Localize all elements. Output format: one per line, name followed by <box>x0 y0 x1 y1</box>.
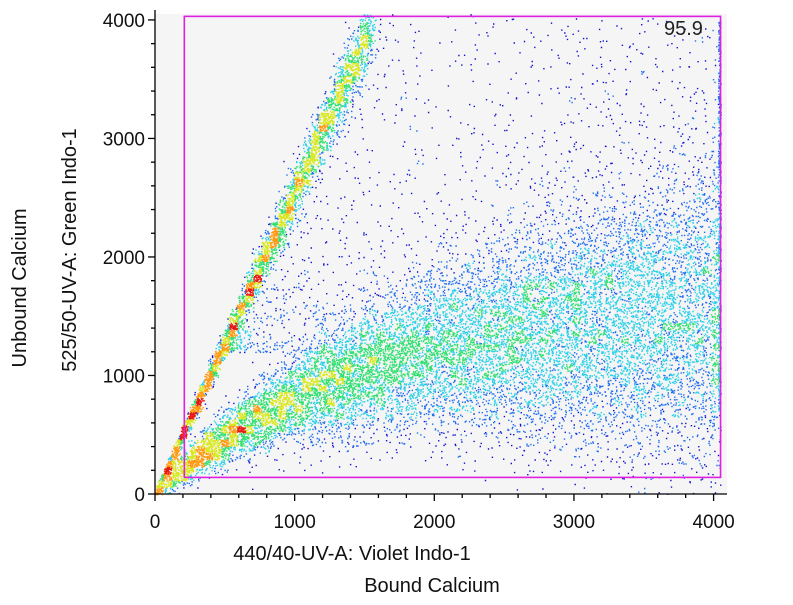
y-tick-label: 4000 <box>103 11 145 32</box>
x-axis-sublabel: Bound Calcium <box>364 575 500 597</box>
density-level-0 <box>183 14 722 495</box>
x-tick-label: 4000 <box>692 512 734 533</box>
y-tick-label: 0 <box>134 485 145 506</box>
y-tick-label: 1000 <box>103 366 145 387</box>
gate-percentage-label: 95.9 <box>664 18 703 40</box>
y-tick-label: 3000 <box>103 129 145 150</box>
gate-rectangle[interactable] <box>183 15 722 479</box>
y-axis-label: 525/50-UV-A: Green Indo-1 <box>59 128 81 371</box>
density-level-1 <box>171 21 723 495</box>
x-tick-label: 0 <box>150 512 161 533</box>
x-tick-label: 2000 <box>413 512 455 533</box>
density-dots <box>155 14 723 496</box>
x-tick-label: 1000 <box>274 512 316 533</box>
y-axis-sublabel: Unbound Calcium <box>9 209 31 368</box>
x-tick-label: 3000 <box>553 512 595 533</box>
y-tick-label: 2000 <box>103 248 145 269</box>
density-level-2 <box>164 14 723 495</box>
axes: 0 1000 2000 3000 4000 0 1000 2000 3000 4000 <box>103 10 735 533</box>
x-axis-label: 440/40-UV-A: Violet Indo-1 <box>233 543 471 565</box>
density-level-6 <box>163 274 263 475</box>
